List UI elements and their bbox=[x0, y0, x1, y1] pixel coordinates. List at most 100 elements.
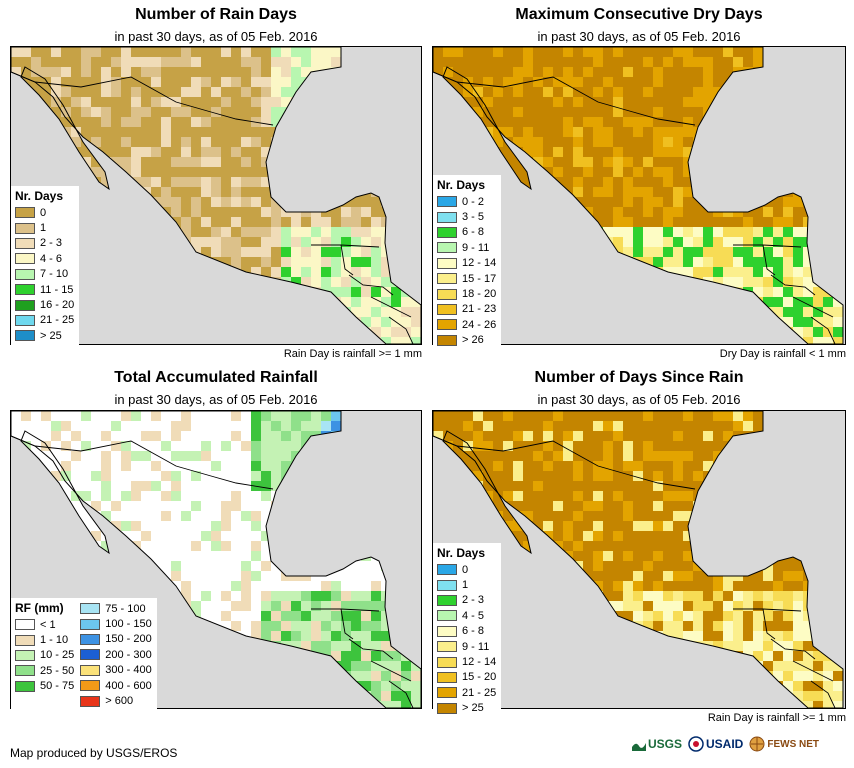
panel-subtitle: in past 30 days, as of 05 Feb. 2016 bbox=[537, 29, 741, 44]
legend-label: 300 - 400 bbox=[105, 664, 152, 677]
legend-swatch bbox=[437, 594, 457, 606]
legend-item: 50 - 75 bbox=[15, 679, 74, 694]
legend-item: 21 - 25 bbox=[437, 685, 496, 700]
legend-swatch bbox=[437, 242, 457, 254]
legend-item: 12 - 14 bbox=[437, 654, 496, 669]
legend-swatch bbox=[437, 702, 457, 714]
legend-label: > 25 bbox=[462, 702, 484, 715]
legend-dry-days: Nr. Days 0 - 2 3 - 5 6 - 8 9 - 11 12 - 14 15 -… bbox=[433, 175, 502, 352]
legend-label: 21 - 23 bbox=[462, 303, 497, 316]
legend-swatch bbox=[80, 603, 101, 615]
country-border bbox=[340, 244, 380, 248]
legend-swatch bbox=[437, 196, 457, 208]
legend-label: 9 - 11 bbox=[462, 640, 490, 653]
legend-label: 16 - 20 bbox=[40, 299, 75, 312]
legend-item: > 26 bbox=[437, 333, 496, 348]
coastline-mainland bbox=[11, 47, 421, 344]
legend-swatch bbox=[15, 222, 35, 234]
coastline-baja bbox=[442, 66, 532, 191]
country-border bbox=[11, 71, 274, 126]
legend-swatch bbox=[80, 618, 101, 630]
legend-label: 1 bbox=[462, 579, 469, 592]
legend-item: 6 - 8 bbox=[437, 624, 496, 639]
country-border bbox=[370, 660, 412, 682]
usgs-wave-icon bbox=[632, 743, 646, 751]
legend-label: 10 - 25 bbox=[40, 649, 75, 662]
country-border bbox=[762, 608, 802, 612]
usaid-logo-text: USAID bbox=[706, 737, 744, 751]
legend-swatch bbox=[15, 665, 35, 677]
legend-label: 50 - 75 bbox=[40, 680, 75, 693]
legend-item: 12 - 14 bbox=[437, 256, 496, 271]
legend-label: 12 - 14 bbox=[462, 656, 497, 669]
legend-swatch bbox=[437, 641, 457, 653]
legend-label: 6 - 8 bbox=[462, 226, 485, 239]
panel-rain-days: Number of Rain Days in past 30 days, as … bbox=[10, 0, 422, 362]
legend-label: 6 - 8 bbox=[462, 625, 485, 638]
panel-subtitle: in past 30 days, as of 05 Feb. 2016 bbox=[114, 29, 318, 44]
country-border bbox=[762, 244, 802, 248]
footer-credit: Map produced by USGS/EROS bbox=[10, 746, 178, 760]
legend-label: 9 - 11 bbox=[462, 241, 490, 254]
legend-item: 9 - 11 bbox=[437, 240, 496, 255]
legend-label: > 25 bbox=[40, 329, 62, 342]
legend-item: 3 - 5 bbox=[437, 209, 496, 224]
legend-title: RF (mm) bbox=[15, 601, 64, 615]
country-border bbox=[388, 680, 414, 708]
country-border bbox=[433, 435, 696, 490]
legend-title: Nr. Days bbox=[437, 546, 486, 560]
coastline-mainland bbox=[433, 47, 844, 344]
legend-item: 75 - 100 bbox=[80, 601, 151, 616]
legend-label: 2 - 3 bbox=[40, 237, 63, 250]
legend-item: > 25 bbox=[15, 328, 74, 343]
legend-swatch bbox=[437, 303, 457, 315]
legend-label: 150 - 200 bbox=[105, 633, 152, 646]
legend-item: 25 - 50 bbox=[15, 663, 74, 678]
coastline-baja bbox=[20, 430, 110, 555]
legend-swatch bbox=[437, 656, 457, 668]
legend-label: 200 - 300 bbox=[105, 648, 152, 661]
panel-title: Number of Rain Days bbox=[135, 6, 297, 23]
legend-swatch bbox=[437, 257, 457, 269]
coastline-baja bbox=[20, 66, 110, 191]
fewsnet-logo-text: FEWS NET bbox=[767, 738, 820, 750]
legend-title: Nr. Days bbox=[437, 178, 486, 192]
legend-swatch bbox=[80, 633, 101, 645]
country-border bbox=[433, 71, 696, 126]
legend-swatch bbox=[15, 649, 35, 661]
panel-accumulated-rainfall: Total Accumulated Rainfall in past 30 da… bbox=[10, 366, 422, 716]
legend-label: 21 - 25 bbox=[462, 686, 497, 699]
fewsnet-globe-icon bbox=[749, 736, 765, 752]
country-border bbox=[311, 608, 354, 640]
country-border bbox=[370, 296, 412, 318]
legend-swatch bbox=[15, 330, 35, 342]
legend-item: 10 - 25 bbox=[15, 648, 74, 663]
legend-swatch bbox=[437, 564, 457, 576]
legend-item: 0 bbox=[15, 205, 74, 220]
legend-swatch bbox=[437, 610, 457, 622]
legend-label: 18 - 20 bbox=[462, 288, 497, 301]
legend-label: 12 - 14 bbox=[462, 257, 497, 270]
legend-swatch bbox=[15, 253, 35, 265]
legend-label: 4 - 5 bbox=[462, 609, 485, 622]
coastline-baja bbox=[442, 430, 532, 555]
legend-swatch bbox=[15, 314, 35, 326]
legend-swatch bbox=[437, 687, 457, 699]
logo-strip: USGS USAID FEWS NET bbox=[632, 736, 819, 752]
legend-label: 75 - 100 bbox=[105, 602, 146, 615]
legend-item: 21 - 25 bbox=[15, 313, 74, 328]
legend-swatch bbox=[437, 226, 457, 238]
legend-item: 1 - 10 bbox=[15, 632, 74, 647]
legend-title: Nr. Days bbox=[15, 189, 64, 203]
legend-item: 100 - 150 bbox=[80, 616, 152, 631]
legend-item: 300 - 400 bbox=[80, 663, 152, 678]
usaid-logo: USAID bbox=[688, 736, 743, 752]
legend-swatch bbox=[437, 211, 457, 223]
country-border bbox=[733, 244, 776, 276]
country-border bbox=[770, 638, 816, 660]
country-border bbox=[810, 680, 836, 708]
legend-label: 15 - 20 bbox=[462, 671, 497, 684]
legend-item: 18 - 20 bbox=[437, 286, 496, 301]
legend-label: 400 - 600 bbox=[105, 679, 152, 692]
legend-item: 0 bbox=[437, 562, 496, 577]
